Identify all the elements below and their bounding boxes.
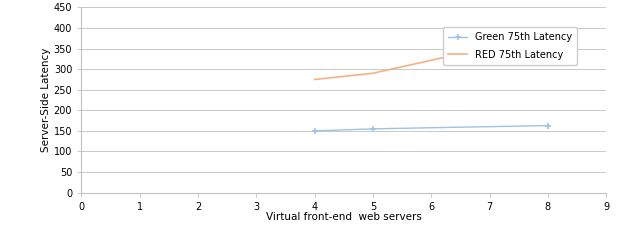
Line: Green 75th Latency: Green 75th Latency <box>311 122 551 134</box>
Green 75th Latency <box>369 127 377 130</box>
Legend: Green 75th Latency, RED 75th Latency: Green 75th Latency, RED 75th Latency <box>443 27 577 65</box>
RED 75th Latency <box>311 78 318 81</box>
Green 75th Latency <box>311 129 318 132</box>
Green 75th Latency <box>544 124 552 127</box>
RED 75th Latency <box>544 33 552 36</box>
X-axis label: Virtual front-end  web servers: Virtual front-end web servers <box>266 212 422 222</box>
Y-axis label: Server-Side Latency: Server-Side Latency <box>41 48 51 152</box>
Line: RED 75th Latency: RED 75th Latency <box>314 34 548 80</box>
RED 75th Latency <box>369 72 377 75</box>
